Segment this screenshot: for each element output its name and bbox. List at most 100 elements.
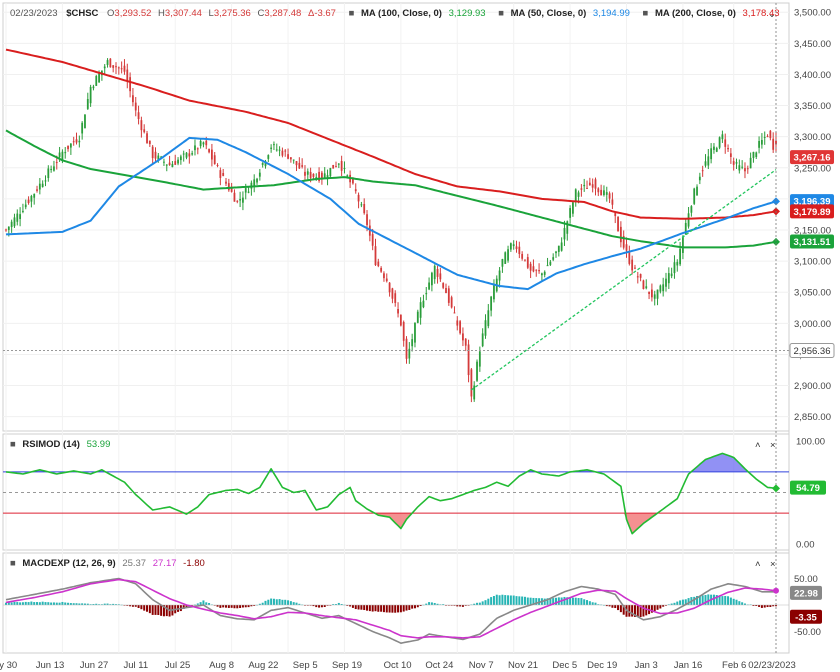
- axis-labels: 3,500.00 3,450.00 3,400.00 3,350.00 3,300.00…: [0, 8, 831, 671]
- histogram-bar: [380, 605, 383, 612]
- x-tick-label: Dec 5: [552, 660, 577, 671]
- histogram-bar: [588, 601, 591, 605]
- histogram-bar: [289, 601, 292, 605]
- histogram-bar: [580, 598, 583, 605]
- candle-body: [755, 152, 758, 157]
- histogram-bar: [253, 605, 256, 606]
- histogram-bar: [83, 603, 86, 605]
- collapse-chevron-icon[interactable]: ⌄: [768, 9, 776, 20]
- rsi-line: [5, 452, 777, 535]
- candle-body: [673, 262, 676, 274]
- histogram-bar: [715, 594, 718, 605]
- candle-body: [425, 293, 428, 295]
- candle-body: [487, 310, 490, 327]
- histogram-bar: [75, 603, 78, 605]
- candle-body: [634, 267, 636, 269]
- rsi-panel[interactable]: [2, 433, 790, 551]
- histogram-bar: [81, 603, 84, 605]
- histogram-bar: [103, 603, 106, 605]
- candle-body: [555, 251, 557, 254]
- candle-body: [256, 178, 258, 183]
- candle-body: [591, 184, 594, 188]
- histogram-bar: [413, 605, 416, 609]
- low-value: 3,275.36: [214, 8, 251, 19]
- histogram-bar: [667, 604, 670, 605]
- histogram-bar: [549, 598, 552, 605]
- histogram-bar: [453, 605, 456, 606]
- rsi-collapse-icon[interactable]: ˄: [755, 440, 761, 451]
- candle-body: [710, 148, 713, 160]
- candle-body: [385, 278, 388, 282]
- candle-body: [617, 216, 619, 232]
- histogram-bar: [388, 605, 391, 613]
- histogram-bar: [665, 605, 667, 606]
- candle-body: [106, 60, 109, 65]
- histogram-bar: [146, 605, 149, 612]
- histogram-bar: [219, 605, 222, 608]
- histogram-bar: [509, 595, 512, 605]
- histogram-bar: [653, 605, 656, 612]
- ma100-square-icon: ■: [349, 8, 355, 19]
- histogram-bar: [134, 605, 137, 607]
- macd-tick-label: 50.00: [794, 574, 818, 585]
- candle-body: [30, 195, 33, 202]
- x-tick-label: Feb 6: [722, 660, 746, 671]
- candle-body: [653, 294, 656, 299]
- y-tick-label: 3,150.00: [794, 226, 831, 237]
- y-tick-label: 3,250.00: [794, 163, 831, 174]
- candle-body: [507, 249, 509, 261]
- histogram-bar: [459, 605, 462, 607]
- histogram-bar: [535, 598, 538, 605]
- candle-body: [608, 193, 611, 199]
- price-legend: 02/23/2023 $CHSC O3,293.52 H3,307.44 L3,…: [10, 8, 780, 19]
- candle-body: [194, 145, 196, 151]
- candle-body: [157, 155, 160, 160]
- signal-value: 27.17: [153, 558, 177, 569]
- histogram-bar: [614, 605, 617, 609]
- candle-body: [631, 259, 634, 271]
- histogram-bar: [569, 597, 572, 605]
- candle-body: [244, 188, 247, 193]
- candle-body: [557, 245, 560, 252]
- price-panel[interactable]: [2, 2, 790, 432]
- candle-body: [264, 161, 267, 167]
- histogram-bar: [515, 596, 518, 605]
- histogram-bar: [335, 604, 337, 605]
- macd-panel[interactable]: [2, 552, 790, 654]
- candle-body: [414, 322, 416, 343]
- histogram-bar: [529, 597, 532, 605]
- candle-body: [636, 276, 639, 278]
- candle-body: [352, 178, 354, 184]
- rsi-marker: [772, 484, 780, 493]
- candle-body: [622, 236, 625, 248]
- macd-collapse-icon[interactable]: ˄: [755, 559, 761, 570]
- histogram-bar: [287, 600, 290, 605]
- ma200-line: [5, 48, 777, 220]
- histogram-bar: [64, 602, 67, 605]
- histogram-bar: [154, 605, 157, 615]
- macd-close-icon[interactable]: ×: [770, 559, 776, 570]
- candle-body: [281, 150, 284, 156]
- candle-body: [185, 152, 188, 158]
- histogram-bar: [391, 605, 394, 613]
- histogram-bar: [50, 602, 53, 605]
- candle-body: [397, 308, 399, 314]
- rsi-close-icon[interactable]: ×: [770, 440, 776, 451]
- y-tick-label: 3,500.00: [794, 8, 831, 19]
- candle-body: [501, 259, 504, 267]
- histogram-bar: [374, 605, 377, 612]
- candle-body: [696, 186, 698, 196]
- histogram-bar: [92, 604, 95, 605]
- histogram-bar: [543, 598, 546, 605]
- histogram-bar: [642, 605, 645, 617]
- candle-body: [572, 202, 574, 214]
- candle-body: [179, 156, 182, 161]
- open-label: O: [107, 8, 114, 19]
- candle-body: [19, 214, 22, 219]
- histogram-bar: [512, 595, 515, 605]
- svg-text:54.79: 54.79: [796, 483, 820, 494]
- candle-body: [216, 164, 219, 166]
- candle-body: [715, 148, 718, 152]
- candle-body: [343, 168, 346, 170]
